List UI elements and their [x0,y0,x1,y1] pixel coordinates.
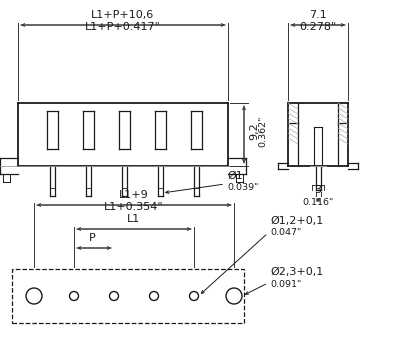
Text: 0.362": 0.362" [258,116,267,147]
Text: 9,2: 9,2 [249,122,259,140]
Text: 7.1: 7.1 [309,10,327,20]
Text: L1+P+0.417": L1+P+0.417" [85,22,161,32]
Text: Ø1: Ø1 [227,171,243,181]
Text: Ø1,2+0,1: Ø1,2+0,1 [270,216,323,226]
Bar [12,269,244,323]
Text: 0.039": 0.039" [227,183,258,192]
Text: L1+9: L1+9 [119,190,149,200]
Text: Ø2,3+0,1: Ø2,3+0,1 [270,267,323,277]
Text: 0.278": 0.278" [299,22,337,32]
Text: 0.047": 0.047" [270,228,301,237]
Text: P: P [89,233,95,243]
Text: L1: L1 [127,214,141,224]
Text: L1+0.354": L1+0.354" [104,202,164,212]
Text: 0.116": 0.116" [302,198,334,207]
Text: 0.091": 0.091" [270,280,301,289]
Text: 3: 3 [314,185,322,195]
Text: L1+P+10,6: L1+P+10,6 [91,10,155,20]
